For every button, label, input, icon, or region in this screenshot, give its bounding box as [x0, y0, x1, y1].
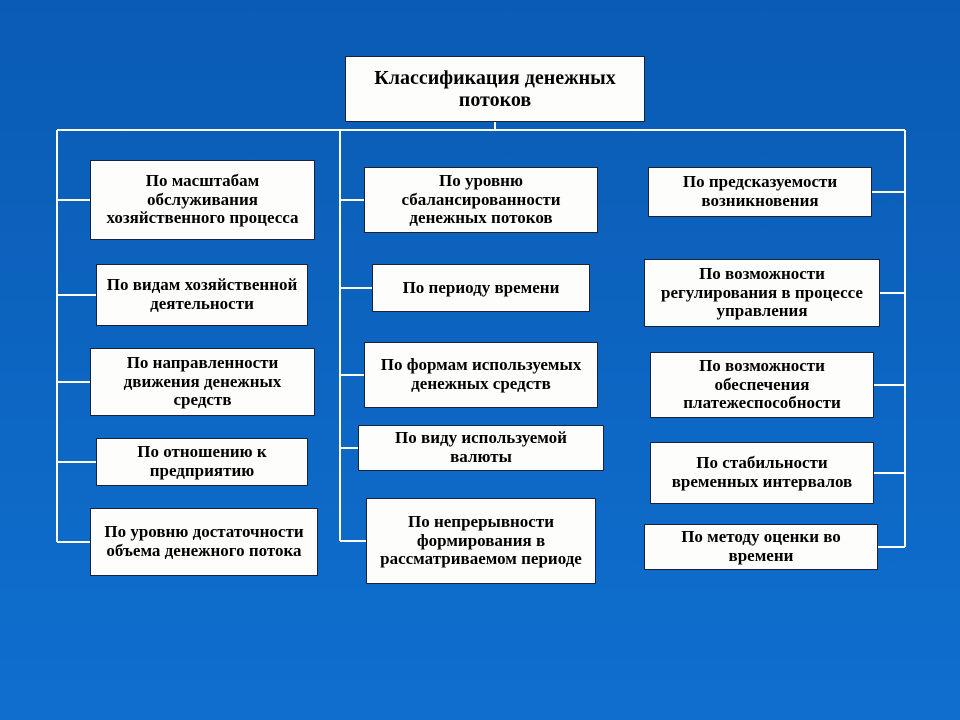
child-node: По возможности обеспечения платежеспособ…	[650, 352, 874, 418]
child-node: По предсказуемости возникновения	[648, 167, 872, 217]
child-label: По отношению к предприятию	[103, 443, 301, 480]
child-node: По стабильности временных интервалов	[650, 442, 874, 504]
child-node: По формам используемых денежных средств	[364, 342, 598, 408]
child-label: По возможности регулирования в процессе …	[651, 265, 873, 321]
child-label: По уровню достаточности объема денежного…	[97, 523, 311, 560]
child-node: По методу оценки во времени	[644, 524, 878, 570]
child-node: По отношению к предприятию	[96, 438, 308, 486]
child-label: По видам хозяйственной деятельности	[103, 276, 301, 313]
child-node: По периоду времени	[372, 264, 590, 312]
child-label: По стабильности временных интервалов	[657, 454, 867, 491]
child-label: По методу оценки во времени	[651, 528, 871, 565]
child-label: По периоду времени	[379, 279, 583, 298]
diagram-stage: Классификация денежных потоков По масшта…	[0, 0, 960, 720]
root-label: Классификация денежных потоков	[352, 67, 638, 111]
child-node: По видам хозяйственной деятельности	[96, 264, 308, 326]
child-label: По возможности обеспечения платежеспособ…	[657, 357, 867, 413]
child-label: По направленности движения денежных сред…	[97, 354, 308, 410]
child-node: По уровню сбалансированности денежных по…	[364, 167, 598, 233]
child-label: По масштабам обслуживания хозяйственного…	[97, 172, 308, 228]
child-node: По направленности движения денежных сред…	[90, 348, 315, 416]
child-node: По виду используемой валюты	[358, 425, 604, 471]
child-node: По непрерывности формирования в рассматр…	[366, 498, 596, 584]
child-label: По непрерывности формирования в рассматр…	[373, 513, 589, 569]
child-label: По формам используемых денежных средств	[371, 356, 591, 393]
child-label: По виду используемой валюты	[365, 429, 597, 466]
child-label: По предсказуемости возникновения	[655, 173, 865, 210]
child-node: По возможности регулирования в процессе …	[644, 259, 880, 327]
root-node: Классификация денежных потоков	[345, 56, 645, 122]
child-label: По уровню сбалансированности денежных по…	[371, 172, 591, 228]
child-node: По масштабам обслуживания хозяйственного…	[90, 160, 315, 240]
child-node: По уровню достаточности объема денежного…	[90, 508, 318, 576]
